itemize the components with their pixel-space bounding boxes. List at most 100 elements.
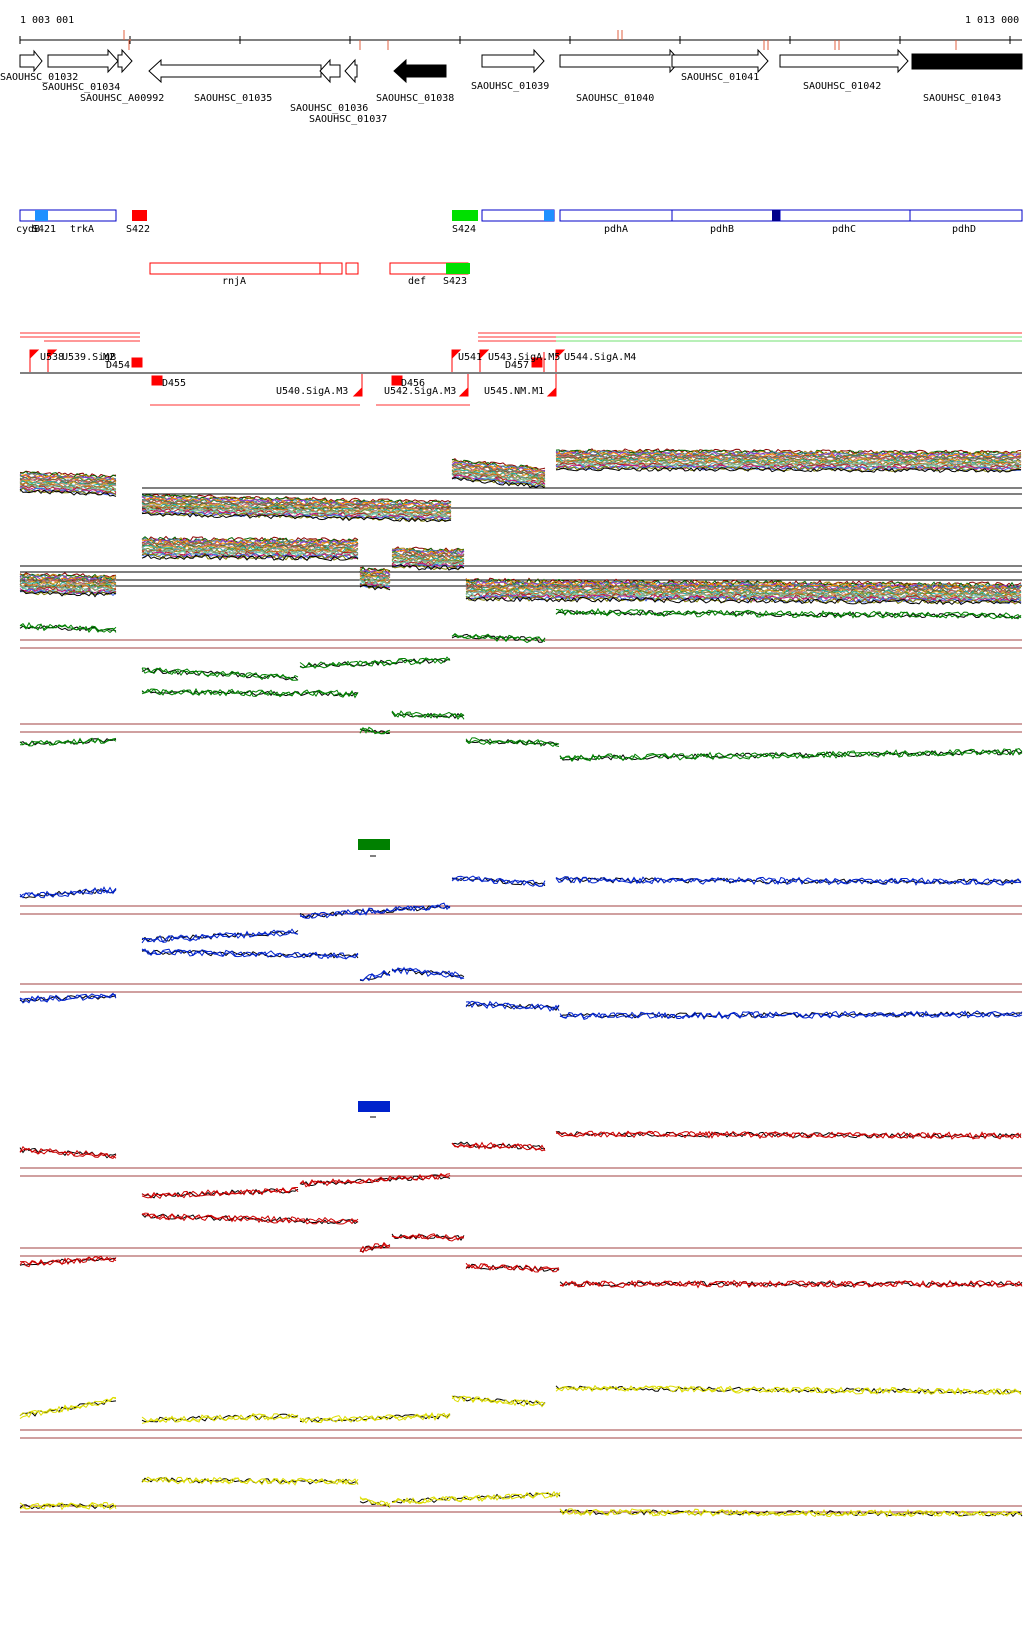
regulatory-label: D456 [401,378,425,389]
expression-series-line [19,1130,1022,1199]
feature-label: pdhD [952,224,976,235]
gene-label: SAOUHSC_01034 [42,82,120,93]
feature-track-red: rnjA def S423 [149,262,470,287]
gene-label: SAOUHSC_01036 [290,103,368,114]
overview-series-line [19,554,1022,606]
feature-label: rnjA [222,276,246,287]
overview-series-line [19,546,1022,599]
ruler-start-label: 1 003 001 [20,15,74,26]
expression-tracks [19,448,1023,1518]
expression-series-line [19,1130,1022,1200]
overview-series-line [19,538,1022,591]
feature-label: def [408,276,426,287]
regulatory-label: U545.NM.M1 [484,386,544,397]
overview-series-line [19,553,1022,605]
expression-series-line [19,609,1022,681]
expression-series-line [19,1476,1023,1518]
expression-series-line [19,688,1023,761]
legend-blue-marker [358,1101,390,1112]
gene-label: SAOUHSC_01038 [376,93,454,104]
expression-series-line [19,1384,1022,1424]
overview-series-line [19,454,1022,511]
gene-arrow[interactable] [117,48,133,74]
legend-green-marker [358,839,390,850]
gene-label: SAOUHSC_01032 [0,72,78,83]
feature-track-blue: cydB S421 trkA S422 S424 pdhA pdhB pdhC … [16,209,1023,235]
feature-box[interactable] [132,210,147,221]
feature-box[interactable] [559,209,1023,222]
overview-series-line [19,451,1022,509]
gene-arrow[interactable] [559,48,681,74]
expression-series-line [19,876,1022,943]
blue-track-group [19,875,1023,1020]
feature-box[interactable] [772,210,780,221]
expression-series-line [19,687,1023,763]
yellow-track-group [19,1384,1023,1518]
feature-label: S423 [443,276,467,287]
expression-series-line [19,875,1022,944]
expression-series-line [19,948,1023,1020]
regulatory-track: U538 U539.SigB M2 D454 D455 U540.SigA.M3… [20,332,1022,406]
gene-labels: SAOUHSC_01032 SAOUHSC_01034 SAOUHSC_A009… [0,72,1001,125]
gene-arrow[interactable] [19,49,43,73]
gene-arrow[interactable] [148,58,322,84]
gene-label: SAOUHSC_01041 [681,72,759,83]
ruler: 1 003 001 1 013 000 [19,15,1022,50]
expression-series-line [19,688,1023,761]
regulatory-label: M2 [103,352,115,363]
gene-label: SAOUHSC_01039 [471,81,549,92]
feature-box[interactable] [452,210,478,221]
overview-track-2 [19,535,1022,606]
expression-series-line [19,1131,1022,1199]
feature-box[interactable] [481,209,555,222]
expression-series-line [19,608,1022,681]
regulatory-label: U542.SigA.M3 [384,386,456,397]
feature-box[interactable] [19,209,117,222]
feature-box[interactable] [345,262,359,275]
feature-box[interactable] [544,210,554,221]
green-track-group [19,607,1023,763]
regulatory-label: U540.SigA.M3 [276,386,348,397]
gene-arrow-highlight[interactable] [393,58,447,84]
feature-label: S424 [452,224,476,235]
overview-series-line [20,449,1022,507]
gene-label: SAOUHSC_01040 [576,93,654,104]
gene-label: SAOUHSC_01035 [194,93,272,104]
overview-series-line [19,453,1022,510]
expression-series-line [19,1212,1023,1289]
feature-label: trkA [70,224,94,235]
red-track-group [19,1130,1023,1289]
expression-series-line [19,948,1023,1020]
regulatory-label: U544.SigA.M4 [564,352,636,363]
overview-series-line [19,466,1022,523]
gene-arrow-highlight[interactable] [911,53,1023,70]
gene-arrow[interactable] [481,48,545,74]
feature-label: pdhB [710,224,734,235]
regulatory-label: U538 [40,352,64,363]
ruler-markers [123,30,957,50]
regulatory-label: U541 [458,352,482,363]
expression-series-line [19,607,1022,681]
regulatory-label: D454 [106,360,130,371]
feature-box[interactable] [446,263,470,274]
expression-series-line [19,875,1022,943]
feature-box[interactable] [35,210,48,221]
feature-label: cydB [16,224,40,235]
gene-arrow[interactable] [47,48,119,74]
regulatory-label: D455 [162,378,186,389]
gene-arrow[interactable] [779,48,909,74]
gene-label: SAOUHSC_01043 [923,93,1001,104]
gene-label: SAOUHSC_01042 [803,81,881,92]
feature-box[interactable] [149,262,343,275]
gene-label: SAOUHSC_A00992 [80,93,164,104]
gene-arrow[interactable] [344,58,358,84]
overview-track-1 [19,448,1022,523]
feature-label: pdhA [604,224,628,235]
gene-arrow[interactable] [319,58,341,84]
overview-series-line [19,463,1022,520]
feature-label: pdhC [832,224,856,235]
ruler-end-label: 1 013 000 [965,15,1019,26]
gene-arrow[interactable] [671,48,769,74]
